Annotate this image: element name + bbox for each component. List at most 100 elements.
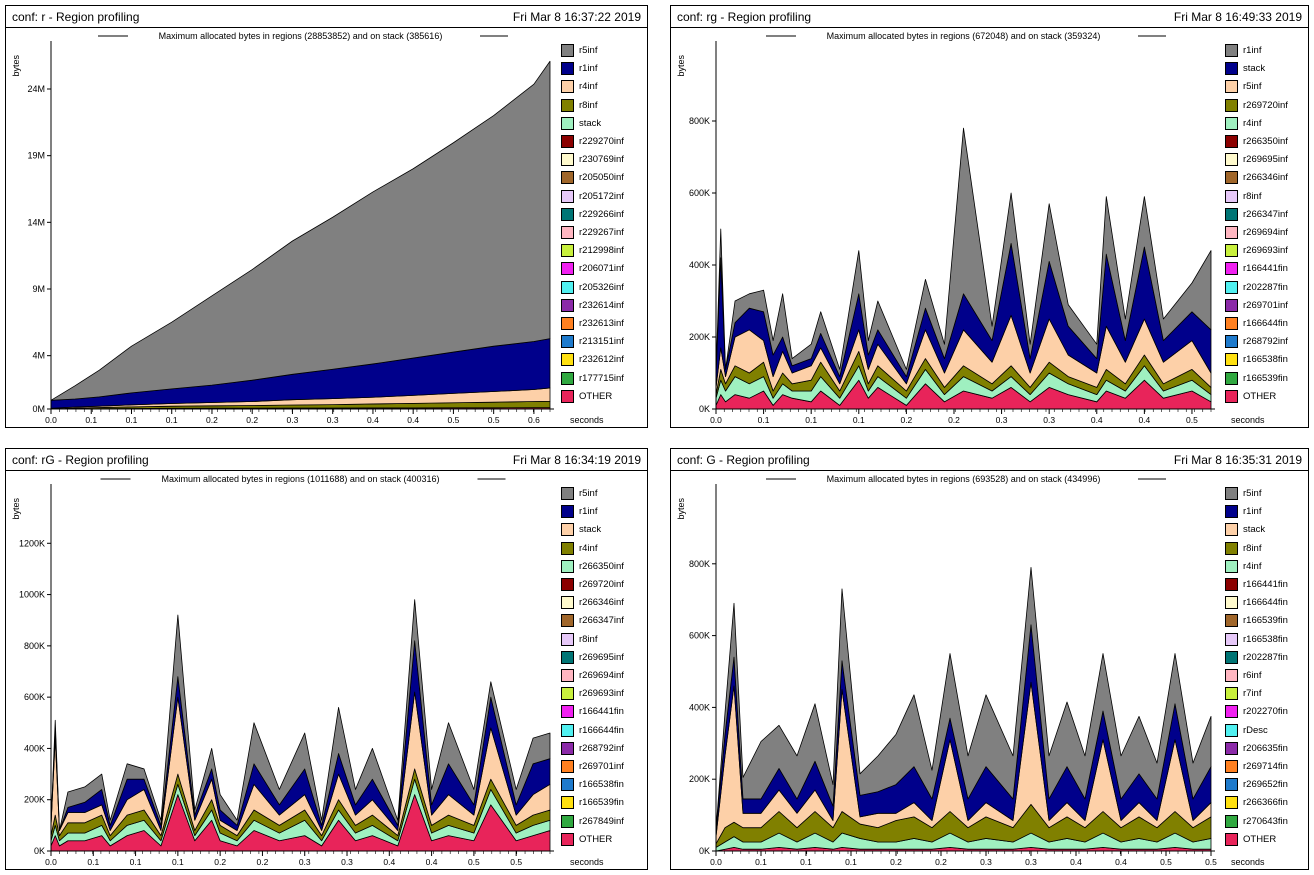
legend-label: r212998inf [579, 245, 624, 257]
legend-label: r7inf [1243, 688, 1262, 700]
y-tick-label: 400K [24, 743, 45, 753]
x-tick-label: 0.4 [383, 857, 395, 867]
legend-swatch [1225, 135, 1238, 148]
legend-swatch [561, 226, 574, 239]
legend-label: r166538fin [1243, 354, 1288, 366]
legend-label: stack [1243, 524, 1266, 536]
legend-swatch [561, 832, 574, 846]
chart-title: Maximum allocated bytes in regions (1011… [162, 474, 440, 484]
legend-label: r266366fin [1243, 797, 1288, 809]
y-tick-label: 600K [24, 692, 45, 702]
x-tick-label: 0.2 [246, 415, 258, 425]
date-label: Fri Mar 8 16:37:22 2019 [512, 10, 641, 24]
legend-swatch [1225, 244, 1238, 258]
legend-swatch [1225, 778, 1238, 792]
legend-label: OTHER [1243, 390, 1277, 402]
y-axis-label: bytes [676, 55, 686, 77]
y-tick-label: 0M [32, 404, 45, 414]
legend-label: r205172inf [579, 190, 624, 202]
chart-title: Maximum allocated bytes in regions (6935… [827, 474, 1101, 484]
legend-label: r269720inf [579, 579, 624, 590]
area-chart-r: Maximum allocated bytes in regions (2885… [11, 31, 604, 425]
legend-swatch [561, 760, 574, 773]
legend-label: r166644fin [1243, 597, 1288, 609]
legend-label: r205050inf [579, 172, 624, 184]
panel-r: conf: r - Region profiling Fri Mar 8 16:… [5, 5, 648, 428]
legend-swatch [561, 687, 574, 701]
x-tick-label: 0.3 [341, 857, 353, 867]
legend-swatch [561, 353, 574, 367]
legend-label: r166538fin [1243, 633, 1288, 645]
legend-swatch [1225, 723, 1238, 737]
legend-label: r213151inf [579, 336, 624, 348]
legend-swatch [561, 389, 574, 403]
panel-header: conf: rg - Region profiling Fri Mar 8 16… [671, 6, 1308, 28]
legend-label: r166539fin [1243, 615, 1288, 627]
legend-label: OTHER [1243, 833, 1277, 845]
legend-label: r4inf [579, 542, 598, 554]
x-tick-label: 0.2 [935, 857, 947, 867]
legend-label: r6inf [1243, 670, 1262, 681]
legend-swatch [1225, 62, 1238, 76]
legend-swatch [561, 80, 574, 94]
legend-swatch [561, 280, 574, 294]
legend-label: r4inf [579, 81, 598, 93]
legend-swatch [1225, 335, 1238, 349]
y-tick-label: 600K [689, 188, 710, 198]
y-tick-label: 200K [689, 774, 710, 784]
area-chart-rG: Maximum allocated bytes in regions (1011… [11, 474, 604, 867]
legend-swatch [561, 614, 574, 628]
legend-label: OTHER [579, 390, 613, 402]
legend-swatch [1225, 705, 1238, 719]
chart-legend: r1inf stack r5inf r269720inf r4inf r266350inf… [1225, 44, 1314, 424]
legend-swatch [561, 116, 574, 130]
legend-swatch [1225, 523, 1238, 537]
conf-label: conf: rG - Region profiling [12, 453, 149, 467]
y-tick-label: 1200K [19, 538, 45, 548]
legend-label: r230769inf [579, 154, 624, 166]
legend-label: r269695inf [579, 651, 624, 663]
legend-swatch [1225, 578, 1238, 591]
legend-swatch [1225, 280, 1238, 294]
panel-header: conf: r - Region profiling Fri Mar 8 16:… [6, 6, 647, 28]
legend-swatch [561, 723, 574, 737]
y-tick-label: 24M [27, 84, 45, 94]
series-area-r5inf [50, 60, 551, 401]
legend-swatch [561, 189, 574, 203]
legend-swatch [561, 62, 574, 76]
x-tick-label: 0.3 [980, 857, 992, 867]
legend-swatch [561, 298, 574, 312]
y-tick-label: 200K [24, 795, 45, 805]
legend-swatch [1225, 741, 1238, 755]
x-tick-label: 0.2 [948, 415, 960, 425]
legend-label: r1inf [1243, 506, 1262, 518]
legend-swatch [1225, 796, 1238, 810]
x-tick-label: 0.1 [126, 415, 138, 425]
legend-swatch [561, 262, 574, 276]
legend-label: r166441fin [1243, 263, 1288, 275]
x-tick-label: 0.1 [85, 415, 97, 425]
legend-swatch [1225, 262, 1238, 276]
legend-swatch [561, 207, 574, 221]
legend-swatch [1225, 505, 1238, 519]
x-axis-label: seconds [1231, 415, 1265, 425]
legend-swatch [1225, 317, 1238, 330]
legend-label: r5inf [579, 45, 598, 56]
legend-swatch [1225, 371, 1238, 385]
legend-label: r268792inf [1243, 336, 1288, 348]
legend-swatch [1225, 814, 1238, 828]
legend-label: r232613inf [579, 318, 624, 329]
x-tick-label: 0.2 [214, 857, 226, 867]
y-tick-label: 800K [689, 116, 710, 126]
legend-swatch [561, 317, 574, 330]
legend-label: r5inf [1243, 81, 1262, 93]
legend-label: r229266inf [579, 208, 624, 220]
legend-label: r205326inf [579, 281, 624, 293]
x-tick-label: 0.1 [853, 415, 865, 425]
legend-label: r269694inf [1243, 227, 1288, 238]
x-tick-label: 0.5 [488, 415, 500, 425]
x-tick-label: 0.1 [130, 857, 142, 867]
legend-label: r269714fin [1243, 761, 1288, 772]
legend-label: r4inf [1243, 560, 1262, 572]
legend-swatch [561, 814, 574, 828]
